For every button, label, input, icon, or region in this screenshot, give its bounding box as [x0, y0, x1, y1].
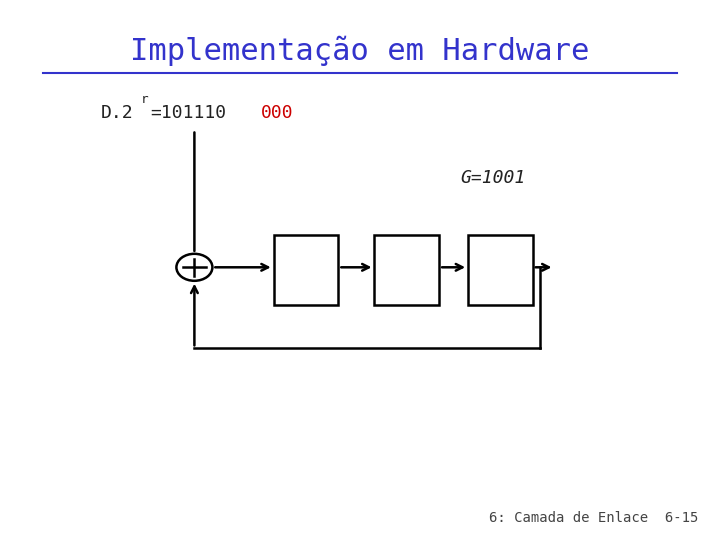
Bar — [374, 235, 439, 305]
Bar — [274, 235, 338, 305]
Text: G=1001: G=1001 — [461, 169, 526, 187]
Text: 000: 000 — [261, 104, 294, 123]
Text: r: r — [140, 93, 148, 106]
Text: =101110: =101110 — [150, 104, 226, 123]
Bar — [468, 235, 533, 305]
Text: D.2: D.2 — [101, 104, 133, 123]
Text: 6: Camada de Enlace  6-15: 6: Camada de Enlace 6-15 — [489, 511, 698, 525]
Text: Implementação em Hardware: Implementação em Hardware — [130, 36, 590, 66]
